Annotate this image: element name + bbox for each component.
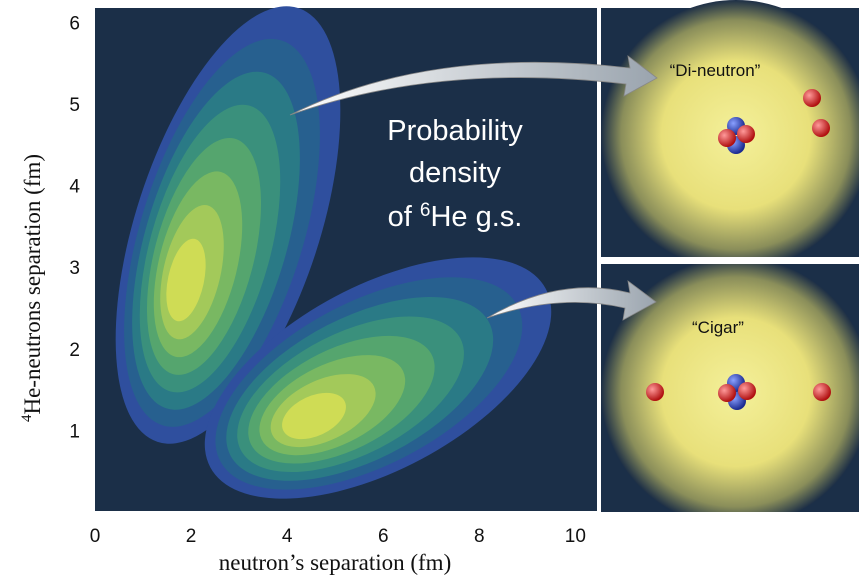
- x-tick-label: 10: [565, 526, 586, 547]
- y-tick-label: 1: [69, 421, 80, 442]
- figure: “Di-neutron” “Cigar” Probability density…: [0, 0, 859, 578]
- annotation-part: He g.s.: [430, 201, 522, 233]
- y-tick-label: 6: [69, 13, 80, 34]
- inset-label: “Cigar”: [692, 318, 744, 337]
- y-axis-label: 4He-neutrons separation (fm): [19, 154, 45, 422]
- y-tick-label: 2: [69, 340, 80, 361]
- y-tick-label: 5: [69, 95, 80, 116]
- x-tick-label: 6: [378, 526, 389, 547]
- y-tick-label: 4: [69, 177, 80, 198]
- annotation: density: [409, 157, 501, 189]
- y-tick-label: 3: [69, 258, 80, 279]
- x-tick-label: 2: [186, 526, 197, 547]
- inset-label: “Di-neutron”: [670, 61, 761, 80]
- x-tick-label: 4: [282, 526, 293, 547]
- y-axis-label-main: He-neutrons separation (fm): [20, 154, 45, 415]
- annotation: of 6He g.s.: [388, 200, 523, 233]
- annotation: Probability: [387, 115, 523, 147]
- x-axis-label: neutron’s separation (fm): [219, 550, 451, 575]
- annotation-sup: 6: [420, 200, 431, 221]
- annotation-part: of: [388, 201, 420, 233]
- x-tick-label: 8: [474, 526, 485, 547]
- x-tick-label: 0: [90, 526, 101, 547]
